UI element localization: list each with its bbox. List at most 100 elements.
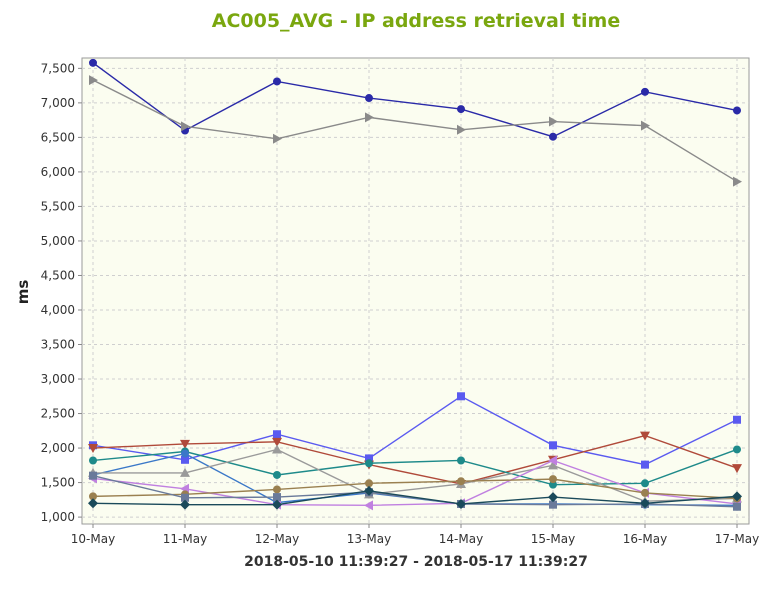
data-point	[548, 492, 558, 503]
data-point	[457, 124, 466, 135]
data-point	[89, 492, 97, 501]
x-tick-label: 15-May	[531, 532, 575, 546]
series-line	[93, 448, 738, 502]
data-point	[456, 498, 466, 509]
data-point	[733, 415, 741, 424]
data-point	[457, 477, 465, 486]
y-tick-label: 3,000	[41, 372, 75, 386]
series-line	[92, 434, 738, 485]
data-point	[272, 437, 282, 447]
y-tick-label: 4,500	[41, 268, 75, 282]
data-point	[732, 464, 742, 474]
data-point	[272, 499, 282, 510]
data-point	[549, 475, 557, 484]
series-line	[92, 448, 738, 486]
y-tick-label: 7,500	[41, 61, 75, 75]
data-point	[89, 471, 97, 480]
data-point	[549, 480, 557, 489]
data-point	[180, 499, 190, 510]
data-point	[733, 106, 741, 115]
data-point	[641, 460, 649, 469]
y-tick-label: 2,000	[41, 441, 75, 455]
series-line	[92, 490, 738, 506]
data-point	[457, 456, 465, 465]
data-point	[89, 58, 97, 67]
series-line	[92, 62, 738, 138]
y-tick-label: 2,500	[41, 407, 75, 421]
data-point	[89, 75, 98, 86]
data-point	[273, 77, 281, 86]
data-point	[273, 430, 281, 439]
data-point	[457, 392, 465, 401]
y-tick-label: 5,500	[41, 199, 75, 213]
data-point	[273, 133, 282, 144]
x-tick-label: 10-May	[71, 532, 115, 546]
data-point	[365, 454, 373, 463]
axes: 1,000 1,500 2,000 2,500 3,000 3,500 4,000 4,500…	[41, 61, 760, 546]
data-point	[88, 444, 98, 454]
data-point	[457, 105, 465, 114]
y-tick-label: 7,000	[41, 96, 75, 110]
series	[89, 445, 741, 489]
data-point	[181, 121, 190, 132]
data-point	[365, 479, 373, 488]
data-point	[365, 112, 374, 123]
y-tick-label: 1,000	[41, 510, 75, 524]
x-tick-label: 16-May	[623, 532, 667, 546]
data-point	[549, 500, 557, 509]
data-point	[549, 441, 557, 450]
data-point	[641, 120, 650, 131]
data-point	[733, 445, 741, 454]
y-axis-label: ms	[14, 280, 32, 305]
data-point	[88, 498, 98, 509]
series-group	[88, 58, 742, 511]
x-tick-label: 17-May	[715, 532, 759, 546]
data-point	[273, 493, 281, 502]
data-point	[549, 116, 558, 127]
data-point	[364, 485, 374, 496]
data-point	[732, 491, 742, 502]
data-point	[273, 485, 281, 494]
data-point	[180, 467, 190, 477]
data-point	[640, 431, 650, 441]
y-tick-label: 3,500	[41, 338, 75, 352]
data-point	[640, 498, 650, 509]
data-point	[548, 460, 558, 470]
y-tick-label: 1,500	[41, 476, 75, 490]
y-tick-label: 6,000	[41, 165, 75, 179]
series-line	[92, 79, 738, 183]
plot-area	[81, 57, 750, 525]
data-point	[365, 459, 373, 468]
y-tick-label: 5,000	[41, 234, 75, 248]
x-tick-label: 12-May	[255, 532, 299, 546]
y-tick-label: 4,000	[41, 303, 75, 317]
y-tick-label: 6,500	[41, 130, 75, 144]
data-point	[181, 455, 189, 464]
x-tick-label: 14-May	[439, 532, 483, 546]
series-line	[92, 478, 738, 500]
series	[88, 485, 742, 510]
data-point	[89, 456, 97, 465]
data-point	[733, 502, 741, 511]
data-point	[641, 479, 649, 488]
x-tick-label: 13-May	[347, 532, 391, 546]
data-point	[272, 444, 282, 454]
series	[89, 58, 741, 141]
chart-title: AC005_AVG - IP address retrieval time	[212, 10, 620, 32]
x-axis-label: 2018-05-10 11:39:27 - 2018-05-17 11:39:2…	[244, 554, 588, 570]
data-point	[181, 493, 189, 502]
series	[89, 75, 742, 187]
data-point	[641, 488, 649, 497]
data-point	[549, 132, 557, 141]
data-point	[364, 500, 373, 511]
series-line	[92, 459, 738, 507]
data-point	[181, 449, 189, 458]
data-point	[641, 87, 649, 96]
x-tick-label: 11-May	[163, 532, 207, 546]
data-point	[548, 455, 557, 466]
data-point	[365, 94, 373, 103]
data-point	[273, 470, 281, 479]
data-point	[180, 439, 190, 449]
